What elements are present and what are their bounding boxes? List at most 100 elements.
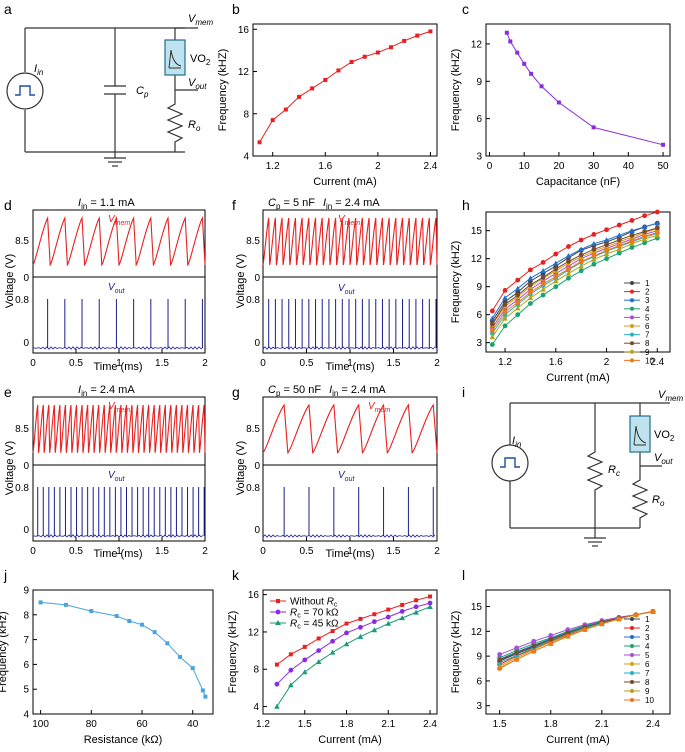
data-point — [502, 295, 508, 301]
data-point — [140, 622, 145, 627]
y-tick-label: 6 — [476, 676, 482, 687]
x-axis-label: Current (mA) — [313, 176, 377, 188]
data-point — [654, 225, 660, 231]
data-point — [578, 252, 584, 258]
x-axis-label: Capacitance (nF) — [536, 176, 620, 188]
x-axis-label: Resistance (kΩ) — [84, 734, 163, 746]
data-point — [504, 30, 509, 35]
x-tick-label: 0 — [30, 358, 36, 369]
x-tick-label: 1 — [347, 546, 353, 557]
vmem-trace — [262, 403, 438, 454]
data-point — [616, 237, 622, 243]
y-tick-label: 4 — [23, 710, 29, 721]
y-tick-label: 4 — [243, 152, 249, 163]
data-point — [114, 614, 119, 619]
data-point — [302, 657, 308, 663]
legend-marker — [275, 620, 281, 625]
x-tick-label: 1.6 — [549, 357, 563, 368]
vout-noise — [262, 534, 436, 539]
data-point — [629, 227, 635, 233]
data-point — [427, 603, 433, 609]
y-tick-label: 4 — [253, 702, 259, 713]
x-tick-label: 0 — [487, 161, 493, 172]
series-c-line — [506, 32, 664, 146]
legend-marker — [630, 626, 634, 630]
x-tick-label: 2.4 — [423, 161, 437, 172]
vout-label: Vout — [338, 283, 355, 296]
data-point — [315, 658, 322, 664]
data-point — [427, 600, 433, 606]
ytick: 0.8 — [246, 295, 260, 306]
x-tick-label: 2 — [434, 546, 440, 557]
data-point — [497, 652, 503, 657]
data-point — [283, 107, 288, 112]
circuit-a — [24, 27, 198, 167]
legend-label: 8 — [645, 339, 650, 348]
vout-label: Vout — [108, 282, 125, 295]
data-point — [552, 278, 559, 284]
legend-marker — [630, 281, 634, 285]
legend-label: 4 — [645, 642, 650, 651]
data-point — [336, 68, 341, 73]
vmem-label: Vmem — [108, 214, 130, 227]
circuit-i-rc: Rc — [608, 464, 620, 478]
data-point — [591, 246, 597, 252]
data-point — [565, 253, 572, 259]
x-tick-label: 40 — [623, 161, 635, 172]
data-point — [297, 94, 301, 99]
hysteresis-icon — [168, 49, 182, 69]
x-tick-label: 2 — [202, 546, 208, 557]
series-k-0-line — [276, 596, 431, 666]
x-tick-label: 2.4 — [646, 719, 660, 730]
data-point — [316, 648, 322, 654]
panel-label-c: c — [462, 1, 469, 17]
data-point — [540, 281, 546, 287]
data-point — [553, 266, 559, 272]
legend-label: 9 — [645, 687, 650, 696]
x-tick-label: 1.5 — [155, 546, 169, 557]
data-point — [528, 301, 533, 306]
x-tick-label: 80 — [86, 719, 98, 730]
x-axis-label: Current (mA) — [318, 734, 382, 746]
data-point — [565, 630, 571, 636]
pulse-icon — [500, 457, 520, 468]
x-tick-label: 1 — [116, 358, 122, 369]
legend-label: 10 — [645, 696, 654, 705]
wave-frame — [262, 396, 438, 542]
legend-marker — [630, 653, 634, 657]
data-point — [616, 250, 622, 256]
circuit-i-vout: Vout — [654, 452, 673, 466]
data-point — [489, 334, 496, 340]
data-point — [344, 621, 349, 626]
y-tick-label: 6 — [476, 114, 482, 125]
data-point — [413, 609, 419, 615]
x-tick-label: 1.5 — [298, 719, 312, 730]
data-point — [641, 236, 648, 242]
vout-label: Vout — [338, 470, 355, 483]
data-point — [330, 638, 335, 644]
vout-noise — [32, 534, 204, 538]
data-point — [497, 657, 503, 663]
legend-marker — [630, 298, 634, 303]
ytick: 8.5 — [246, 236, 260, 247]
data-point — [527, 295, 534, 301]
legend-label: 5 — [645, 313, 650, 322]
legend-marker — [630, 617, 634, 621]
data-point — [565, 270, 572, 276]
data-point — [522, 61, 527, 66]
legend-label: 2 — [645, 288, 650, 297]
x-tick-label: 1.6 — [318, 161, 332, 172]
x-tick-label: 0.5 — [69, 546, 83, 557]
data-point — [489, 308, 495, 314]
data-point — [528, 282, 533, 288]
data-point — [127, 619, 132, 623]
y-tick-label: 3 — [476, 338, 482, 349]
wave-panel-e: Iin = 2.4 mA Vmem Vout 8.5 0 0.8 0 Volta… — [4, 384, 143, 560]
circuit-a-vmem: Vmem — [188, 13, 213, 27]
y-tick-label: 7 — [23, 635, 29, 646]
data-point — [274, 681, 280, 687]
panel-label-d: d — [4, 197, 12, 213]
data-point — [578, 263, 584, 269]
ytick: 8.5 — [15, 236, 29, 247]
y-axis-label: Frequency (kHz) — [0, 611, 9, 692]
